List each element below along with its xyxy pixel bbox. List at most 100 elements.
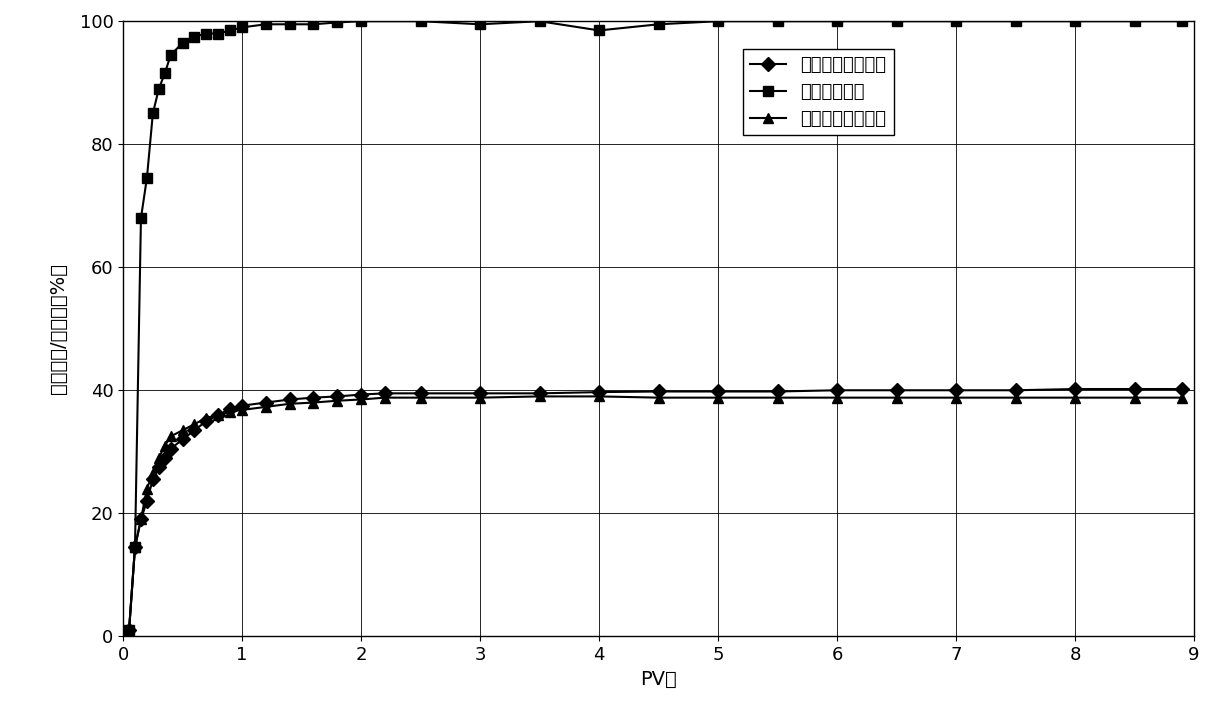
空气驱含水率 (122, 626, 137, 634)
空气驱驱驱油效率 (223, 404, 238, 413)
空气驱含水率 (151, 85, 166, 93)
极限水驱驱油效率 (330, 397, 345, 405)
极限水驱驱油效率 (532, 392, 547, 401)
空气驱驱驱油效率 (353, 390, 368, 399)
空气驱含水率 (187, 33, 202, 41)
空气驱驱驱油效率 (1174, 385, 1189, 393)
极限水驱驱油效率 (378, 393, 393, 402)
空气驱驱驱油效率 (651, 387, 666, 396)
极限水驱驱油效率 (133, 515, 148, 524)
空气驱含水率 (414, 17, 428, 25)
空气驱含水率 (235, 23, 250, 32)
空气驱含水率 (771, 17, 785, 25)
极限水驱驱油效率 (473, 393, 487, 402)
Line: 极限水驱驱油效率: 极限水驱驱油效率 (124, 392, 1187, 635)
空气驱含水率 (282, 20, 297, 28)
极限水驱驱油效率 (889, 393, 904, 402)
空气驱驱驱油效率 (1067, 385, 1082, 393)
空气驱驱驱油效率 (158, 454, 172, 462)
空气驱含水率 (139, 174, 154, 182)
空气驱含水率 (830, 17, 844, 25)
极限水驱驱油效率 (151, 454, 166, 462)
空气驱含水率 (175, 38, 190, 47)
空气驱驱驱油效率 (414, 389, 428, 397)
空气驱含水率 (199, 29, 214, 37)
空气驱驱驱油效率 (282, 395, 297, 404)
空气驱含水率 (1174, 17, 1189, 25)
X-axis label: PV数: PV数 (640, 670, 677, 689)
空气驱驱驱油效率 (1128, 385, 1142, 393)
极限水驱驱油效率 (175, 426, 190, 435)
空气驱含水率 (259, 20, 273, 28)
空气驱驱驱油效率 (1008, 386, 1023, 395)
极限水驱驱油效率 (164, 432, 178, 440)
极限水驱驱油效率 (122, 626, 137, 634)
空气驱含水率 (949, 17, 964, 25)
空气驱驱驱油效率 (473, 389, 487, 397)
空气驱驱驱油效率 (259, 398, 273, 407)
空气驱驱驱油效率 (771, 387, 785, 396)
极限水驱驱油效率 (235, 406, 250, 414)
极限水驱驱油效率 (259, 402, 273, 411)
空气驱含水率 (1008, 17, 1023, 25)
空气驱驱驱油效率 (307, 393, 321, 402)
极限水驱驱油效率 (187, 420, 202, 428)
空气驱含水率 (889, 17, 904, 25)
极限水驱驱油效率 (710, 393, 725, 402)
Y-axis label: 采出程度/含水率（%）: 采出程度/含水率（%） (49, 263, 69, 395)
空气驱含水率 (164, 51, 178, 59)
空气驱驱驱油效率 (592, 388, 607, 397)
极限水驱驱油效率 (211, 411, 225, 419)
空气驱驱驱油效率 (187, 426, 202, 435)
空气驱驱驱油效率 (164, 445, 178, 453)
极限水驱驱油效率 (158, 441, 172, 450)
空气驱驱驱油效率 (710, 387, 725, 396)
极限水驱驱油效率 (1128, 393, 1142, 402)
空气驱含水率 (223, 26, 238, 35)
极限水驱驱油效率 (139, 484, 154, 493)
极限水驱驱油效率 (414, 393, 428, 402)
极限水驱驱油效率 (1067, 393, 1082, 402)
空气驱含水率 (128, 543, 143, 551)
极限水驱驱油效率 (282, 399, 297, 408)
空气驱含水率 (473, 20, 487, 28)
空气驱含水率 (307, 20, 321, 28)
空气驱含水率 (330, 18, 345, 27)
极限水驱驱油效率 (223, 407, 238, 416)
空气驱含水率 (353, 17, 368, 25)
极限水驱驱油效率 (353, 395, 368, 404)
空气驱驱驱油效率 (330, 392, 345, 401)
极限水驱驱油效率 (651, 393, 666, 402)
极限水驱驱油效率 (1174, 393, 1189, 402)
空气驱含水率 (1067, 17, 1082, 25)
Legend: 空气驱驱驱油效率, 空气驱含水率, 极限水驱驱油效率: 空气驱驱驱油效率, 空气驱含水率, 极限水驱驱油效率 (742, 49, 894, 135)
极限水驱驱油效率 (592, 392, 607, 401)
空气驱含水率 (710, 17, 725, 25)
空气驱驱驱油效率 (199, 417, 214, 426)
空气驱含水率 (592, 26, 607, 35)
空气驱驱驱油效率 (133, 515, 148, 524)
极限水驱驱油效率 (1008, 393, 1023, 402)
空气驱驱驱油效率 (128, 543, 143, 551)
空气驱含水率 (1128, 17, 1142, 25)
Line: 空气驱含水率: 空气驱含水率 (124, 16, 1187, 635)
极限水驱驱油效率 (145, 469, 160, 477)
空气驱含水率 (532, 17, 547, 25)
极限水驱驱油效率 (830, 393, 844, 402)
空气驱驱驱油效率 (889, 386, 904, 395)
空气驱驱驱油效率 (145, 475, 160, 484)
空气驱驱驱油效率 (949, 386, 964, 395)
空气驱驱驱油效率 (378, 389, 393, 397)
空气驱含水率 (158, 69, 172, 78)
极限水驱驱油效率 (771, 393, 785, 402)
空气驱含水率 (211, 29, 225, 37)
空气驱驱驱油效率 (139, 497, 154, 506)
极限水驱驱油效率 (128, 543, 143, 551)
Line: 空气驱驱驱油效率: 空气驱驱驱油效率 (124, 384, 1187, 635)
空气驱驱驱油效率 (235, 402, 250, 410)
极限水驱驱油效率 (199, 414, 214, 422)
空气驱驱驱油效率 (830, 386, 844, 395)
空气驱驱驱油效率 (175, 436, 190, 444)
空气驱驱驱油效率 (211, 411, 225, 419)
空气驱含水率 (651, 20, 666, 28)
